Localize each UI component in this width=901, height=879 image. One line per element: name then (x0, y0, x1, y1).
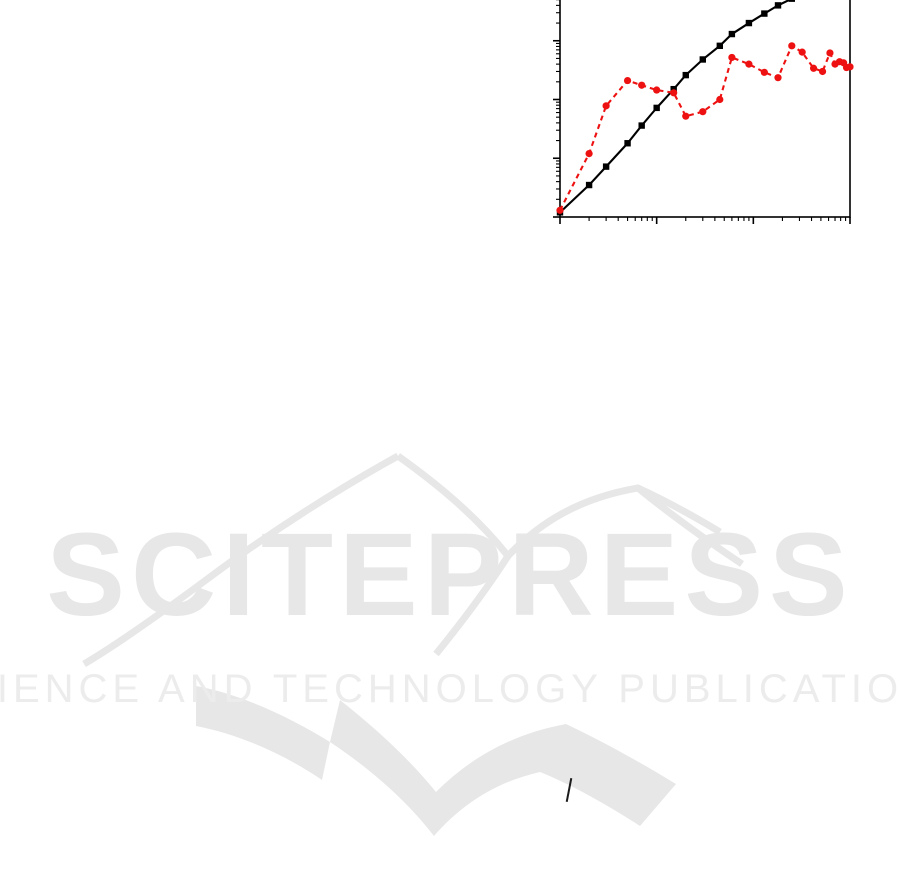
black-square-series-point (585, 181, 593, 189)
red-circle-series-point (798, 48, 806, 56)
chart-canvas (553, 0, 854, 224)
open-book-logo-fill (196, 686, 676, 836)
red-circle-series-point (623, 76, 632, 85)
red-circle-series-point (745, 60, 753, 68)
scitepress-watermark: SCITEPRESS SCIENCE AND TECHNOLOGY PUBLIC… (0, 440, 901, 860)
line-chart-figure (540, 0, 860, 230)
red-circle-series-point (682, 112, 690, 120)
watermark-brand-text: SCITEPRESS (46, 509, 854, 641)
plot-frame (559, 0, 851, 218)
y-axis-ticks (553, 0, 560, 218)
x-axis-ticks (559, 217, 851, 224)
black-square-series-point (653, 104, 660, 112)
black-square-series-point (699, 56, 706, 63)
red-circle-series-point (826, 49, 834, 57)
black-square-series-point (716, 42, 724, 50)
watermark-graphic: SCITEPRESS SCIENCE AND TECHNOLOGY PUBLIC… (0, 452, 901, 836)
red-circle-series-point (788, 42, 796, 50)
black-square-series-point (761, 10, 768, 17)
red-circle-series-point (774, 74, 782, 82)
chart-series-group (556, 0, 854, 216)
black-square-series-point (624, 140, 631, 147)
red-circle-series-point (846, 63, 854, 71)
red-circle-series-point (699, 108, 707, 116)
red-circle-series-point (670, 89, 678, 97)
black-square-series-point (728, 30, 736, 38)
red-circle-series-point (818, 67, 827, 76)
stray-slash-mark (565, 778, 573, 802)
red-circle-series-point (638, 81, 646, 89)
red-circle-series-point (653, 86, 661, 94)
red-circle-series-markers (556, 42, 854, 214)
black-square-series-point (788, 0, 796, 2)
red-circle-series-point (716, 95, 724, 104)
black-square-series-point (638, 122, 645, 129)
red-circle-series-point (809, 64, 818, 72)
red-circle-series-point (728, 53, 736, 62)
black-square-series-point (602, 163, 610, 170)
red-circle-series-point (602, 102, 610, 110)
black-square-series-point (745, 19, 753, 27)
black-square-series-point (670, 85, 677, 93)
red-circle-series-point (585, 149, 593, 158)
black-square-series-point (774, 2, 782, 9)
watermark-tagline-text: SCIENCE AND TECHNOLOGY PUBLICATIONS (0, 667, 901, 711)
open-book-logo (82, 452, 744, 668)
red-circle-series-point (760, 68, 768, 76)
red-circle-series-point (556, 206, 564, 214)
black-square-series-point (682, 71, 689, 79)
